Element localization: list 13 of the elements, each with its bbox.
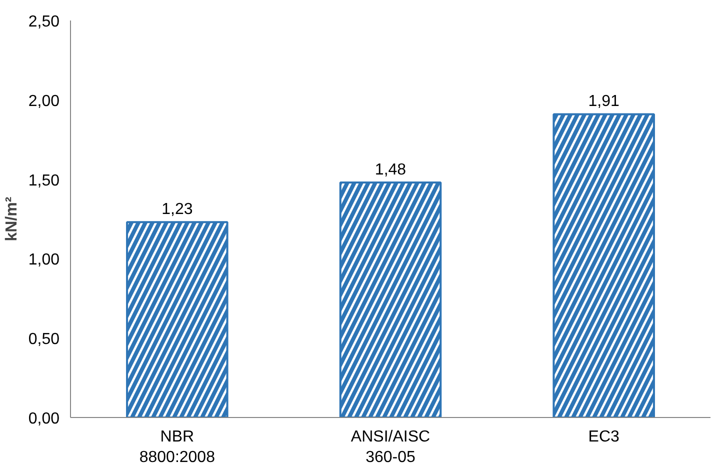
data-label: 1,48 <box>374 161 406 178</box>
y-tick-label: 0,50 <box>28 331 60 348</box>
y-tick-label: 0,00 <box>28 410 60 428</box>
data-label: 1,23 <box>162 201 193 218</box>
y-tick-label: 2,50 <box>28 14 60 30</box>
y-axis-title: kN/m² <box>3 196 20 242</box>
data-label: 1,91 <box>588 93 620 110</box>
y-tick-label: 1,00 <box>28 252 60 269</box>
y-tick-label: 1,50 <box>28 172 60 190</box>
x-tick-label: ANSI/AISC 360-05 <box>350 428 430 466</box>
x-tick-label: NBR 8800:2008 <box>139 428 216 466</box>
x-tick-label: EC3 <box>588 428 620 446</box>
y-tick-label: 2,00 <box>28 92 60 110</box>
